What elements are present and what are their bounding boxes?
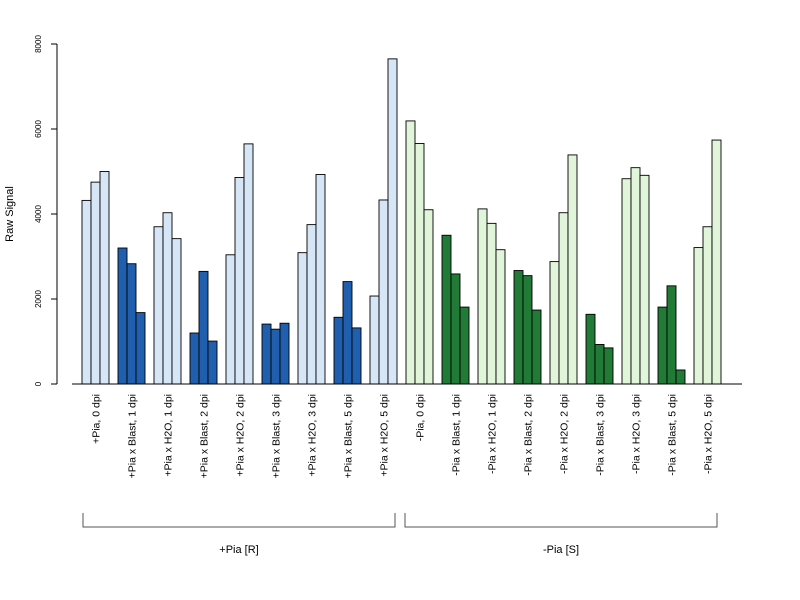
- x-tick-label: -Pia x H2O, 2 dpi: [559, 394, 571, 474]
- group-bracket: [404, 513, 718, 528]
- bar: [261, 323, 272, 385]
- bar: [450, 273, 461, 385]
- x-tick-label: +Pia x H2O, 1 dpi: [163, 394, 175, 477]
- x-tick-label: +Pia x Blast, 5 dpi: [343, 394, 355, 478]
- bar: [153, 226, 164, 385]
- group-bracket-label: -Pia [S]: [543, 544, 579, 556]
- bar: [702, 226, 713, 385]
- bar: [270, 328, 281, 385]
- bar: [117, 247, 128, 385]
- bar: [630, 167, 641, 385]
- bar: [189, 332, 200, 385]
- bar: [315, 174, 326, 385]
- bar: [99, 171, 110, 385]
- x-tick-label: +Pia, 0 dpi: [91, 394, 103, 444]
- bar: [351, 327, 362, 385]
- bar: [369, 295, 380, 385]
- y-tick-label: 6000: [34, 120, 43, 138]
- bar: [513, 270, 524, 385]
- bar: [234, 176, 245, 385]
- bar: [423, 209, 434, 385]
- bar: [675, 369, 686, 385]
- bar: [486, 222, 497, 385]
- bar: [171, 238, 182, 385]
- bar: [405, 120, 416, 385]
- x-tick-label: +Pia x Blast, 2 dpi: [199, 394, 211, 478]
- bar: [198, 270, 209, 385]
- bar: [90, 181, 101, 385]
- bar: [558, 212, 569, 385]
- y-axis-title: Raw Signal: [4, 186, 16, 242]
- x-tick-label: +Pia x H2O, 3 dpi: [307, 394, 319, 477]
- bars-layer: [81, 58, 722, 385]
- x-tick-label: +Pia x H2O, 5 dpi: [379, 394, 391, 477]
- bar: [585, 313, 596, 385]
- bar: [477, 208, 488, 385]
- bar: [162, 212, 173, 385]
- x-tick-label: +Pia x H2O, 2 dpi: [235, 394, 247, 477]
- bar: [459, 306, 470, 385]
- x-tick-label: -Pia x H2O, 1 dpi: [487, 394, 499, 474]
- group-brackets: +Pia [R] -Pia [S]: [82, 513, 718, 556]
- bar: [306, 224, 317, 385]
- bar: [342, 281, 353, 385]
- bar: [657, 306, 668, 385]
- bar: [621, 178, 632, 385]
- bar: [279, 322, 290, 385]
- bar: [711, 139, 722, 385]
- bar: [693, 247, 704, 385]
- bar: [297, 252, 308, 385]
- bar: [594, 344, 605, 385]
- x-axis-labels: +Pia, 0 dpi +Pia x Blast, 1 dpi +Pia x H2O…: [91, 394, 715, 478]
- x-tick-label: -Pia x H2O, 3 dpi: [631, 394, 643, 474]
- bar: [549, 261, 560, 385]
- bar: [243, 143, 254, 385]
- bar: [603, 347, 614, 385]
- bar: [414, 142, 425, 385]
- bar: [225, 254, 236, 385]
- bar: [567, 154, 578, 385]
- bar: [387, 58, 398, 385]
- group-bracket-label: +Pia [R]: [219, 544, 258, 556]
- bar: [522, 275, 533, 385]
- x-tick-label: -Pia, 0 dpi: [415, 394, 427, 441]
- bar: [639, 174, 650, 385]
- x-tick-label: -Pia x Blast, 2 dpi: [523, 394, 535, 476]
- y-tick-label: 0: [34, 381, 43, 386]
- y-tick-label: 4000: [34, 205, 43, 223]
- x-tick-label: -Pia x H2O, 5 dpi: [703, 394, 715, 474]
- bar: [495, 249, 506, 385]
- bar: [207, 340, 218, 385]
- bar: [333, 316, 344, 385]
- bar: [441, 234, 452, 385]
- y-tick-label: 8000: [34, 35, 43, 53]
- y-axis: 0 2000 4000 6000 8000: [34, 35, 58, 386]
- bar: [531, 309, 542, 385]
- x-tick-label: -Pia x Blast, 1 dpi: [451, 394, 463, 476]
- x-tick-label: -Pia x Blast, 5 dpi: [667, 394, 679, 476]
- y-tick-label: 2000: [34, 290, 43, 308]
- bar: [81, 199, 92, 385]
- group-bracket: [82, 513, 396, 528]
- x-tick-label: +Pia x Blast, 1 dpi: [127, 394, 139, 478]
- bar: [135, 312, 146, 385]
- bar: [126, 263, 137, 385]
- x-tick-label: -Pia x Blast, 3 dpi: [595, 394, 607, 476]
- bar: [666, 285, 677, 385]
- x-tick-label: +Pia x Blast, 3 dpi: [271, 394, 283, 478]
- bar: [378, 199, 389, 385]
